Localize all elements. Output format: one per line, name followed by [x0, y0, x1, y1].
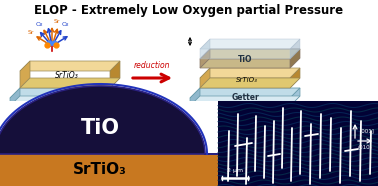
Text: O₂: O₂ — [62, 22, 70, 26]
Polygon shape — [110, 88, 120, 106]
Text: ELOP - Extremely Low Oxygen partial Pressure: ELOP - Extremely Low Oxygen partial Pres… — [34, 4, 344, 17]
Polygon shape — [20, 78, 120, 88]
Polygon shape — [290, 68, 300, 88]
Text: 2 μm: 2 μm — [227, 168, 243, 173]
Polygon shape — [20, 61, 120, 71]
Polygon shape — [200, 68, 300, 78]
Text: Sr: Sr — [53, 19, 60, 24]
Text: reduction: reduction — [134, 61, 170, 70]
Polygon shape — [200, 39, 300, 49]
Text: (010): (010) — [358, 145, 372, 150]
Polygon shape — [290, 49, 300, 68]
Text: Getter: Getter — [231, 94, 259, 102]
Polygon shape — [200, 58, 300, 68]
Polygon shape — [200, 49, 210, 68]
Text: [001]: [001] — [360, 129, 375, 134]
Polygon shape — [200, 39, 210, 59]
Text: SrTiO₃: SrTiO₃ — [73, 163, 127, 177]
Polygon shape — [110, 61, 120, 88]
Polygon shape — [10, 88, 120, 98]
Polygon shape — [200, 68, 210, 88]
Polygon shape — [20, 61, 30, 88]
Polygon shape — [0, 86, 218, 154]
Polygon shape — [190, 96, 300, 106]
Polygon shape — [200, 49, 300, 59]
Polygon shape — [190, 88, 200, 106]
Text: Sr: Sr — [27, 30, 34, 35]
Text: Getter: Getter — [51, 94, 79, 102]
Text: TiO: TiO — [81, 118, 119, 138]
Polygon shape — [190, 88, 300, 98]
Text: SrTiO₃: SrTiO₃ — [55, 71, 79, 81]
Polygon shape — [200, 78, 300, 88]
Polygon shape — [10, 96, 120, 106]
Polygon shape — [290, 39, 300, 59]
Polygon shape — [290, 88, 300, 106]
Polygon shape — [10, 88, 20, 106]
Text: SrTiO₃: SrTiO₃ — [236, 77, 258, 83]
Text: O₂: O₂ — [36, 22, 43, 27]
Polygon shape — [200, 49, 300, 59]
Text: TiO: TiO — [238, 54, 252, 63]
FancyBboxPatch shape — [0, 101, 218, 186]
FancyBboxPatch shape — [218, 101, 378, 186]
Polygon shape — [0, 154, 218, 186]
